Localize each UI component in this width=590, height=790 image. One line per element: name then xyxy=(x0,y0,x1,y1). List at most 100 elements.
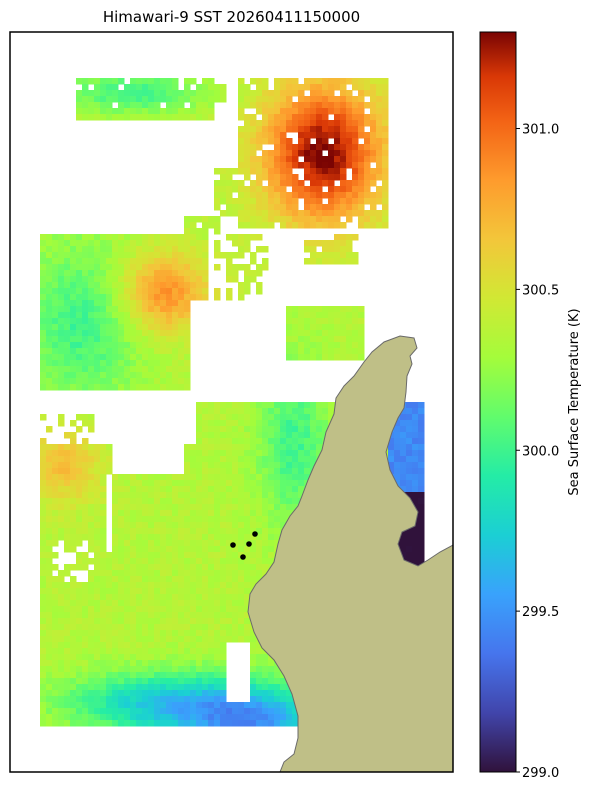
sst-pixel xyxy=(208,408,215,415)
sst-pixel xyxy=(100,366,107,373)
sst-pixel xyxy=(220,714,227,721)
sst-pixel xyxy=(100,540,107,547)
sst-pixel xyxy=(208,630,215,637)
sst-pixel xyxy=(340,354,347,361)
sst-pixel xyxy=(148,252,155,259)
sst-pixel xyxy=(346,318,353,325)
sst-pixel xyxy=(250,444,257,451)
sst-pixel xyxy=(208,546,215,553)
sst-pixel xyxy=(244,570,251,577)
sst-pixel xyxy=(136,114,143,121)
sst-pixel xyxy=(58,708,65,715)
sst-pixel xyxy=(196,570,203,577)
sst-pixel xyxy=(178,324,185,331)
sst-pixel xyxy=(136,78,143,85)
sst-pixel xyxy=(118,612,125,619)
sst-pixel xyxy=(190,264,197,271)
sst-pixel xyxy=(112,708,119,715)
sst-pixel xyxy=(166,546,173,553)
sst-pixel xyxy=(184,600,191,607)
sst-pixel xyxy=(166,108,173,115)
sst-pixel xyxy=(166,246,173,253)
sst-pixel xyxy=(406,540,413,547)
sst-pixel xyxy=(268,498,275,505)
sst-pixel xyxy=(238,456,245,463)
sst-pixel xyxy=(76,618,83,625)
sst-pixel xyxy=(178,264,185,271)
sst-pixel xyxy=(184,348,191,355)
sst-pixel xyxy=(328,144,335,151)
sst-pixel xyxy=(322,126,329,133)
sst-pixel xyxy=(46,516,53,523)
sst-pixel xyxy=(322,90,329,97)
sst-pixel xyxy=(172,606,179,613)
sst-pixel xyxy=(58,480,65,487)
sst-pixel xyxy=(58,258,65,265)
sst-pixel xyxy=(232,534,239,541)
sst-pixel xyxy=(256,708,263,715)
sst-pixel xyxy=(70,330,77,337)
sst-pixel xyxy=(346,132,353,139)
sst-pixel xyxy=(256,138,263,145)
sst-pixel xyxy=(100,708,107,715)
sst-pixel xyxy=(334,198,341,205)
sst-pixel xyxy=(196,612,203,619)
sst-pixel xyxy=(304,318,311,325)
sst-pixel xyxy=(376,210,383,217)
sst-pixel xyxy=(40,264,47,271)
sst-pixel xyxy=(52,240,59,247)
sst-pixel xyxy=(286,450,293,457)
sst-pixel xyxy=(334,168,341,175)
sst-pixel xyxy=(112,300,119,307)
sst-pixel xyxy=(118,480,125,487)
sst-pixel xyxy=(70,348,77,355)
sst-pixel xyxy=(136,312,143,319)
station-marker xyxy=(240,554,246,560)
sst-pixel xyxy=(310,450,317,457)
sst-pixel xyxy=(262,666,269,673)
sst-pixel xyxy=(244,438,251,445)
sst-pixel xyxy=(88,108,95,115)
sst-pixel xyxy=(172,570,179,577)
sst-pixel xyxy=(70,336,77,343)
sst-pixel xyxy=(226,546,233,553)
sst-pixel xyxy=(64,684,71,691)
sst-pixel xyxy=(136,342,143,349)
sst-pixel xyxy=(418,456,425,463)
sst-pixel xyxy=(358,186,365,193)
sst-pixel xyxy=(292,456,299,463)
sst-pixel xyxy=(46,708,53,715)
sst-pixel xyxy=(196,540,203,547)
sst-pixel xyxy=(76,654,83,661)
sst-pixel xyxy=(232,612,239,619)
sst-pixel xyxy=(178,246,185,253)
sst-pixel xyxy=(40,480,47,487)
sst-pixel xyxy=(40,702,47,709)
sst-pixel xyxy=(286,432,293,439)
sst-pixel xyxy=(256,516,263,523)
sst-pixel xyxy=(124,678,131,685)
sst-pixel xyxy=(64,300,71,307)
sst-pixel xyxy=(238,474,245,481)
sst-pixel xyxy=(196,690,203,697)
sst-pixel xyxy=(334,144,341,151)
sst-pixel xyxy=(352,156,359,163)
sst-pixel xyxy=(118,360,125,367)
sst-pixel xyxy=(106,690,113,697)
sst-pixel xyxy=(112,318,119,325)
sst-pixel xyxy=(136,318,143,325)
sst-pixel xyxy=(202,444,209,451)
sst-pixel xyxy=(418,492,425,499)
sst-pixel xyxy=(124,324,131,331)
sst-pixel xyxy=(46,648,53,655)
sst-pixel xyxy=(172,384,179,391)
sst-pixel xyxy=(118,246,125,253)
sst-pixel xyxy=(100,690,107,697)
sst-pixel xyxy=(136,516,143,523)
sst-pixel xyxy=(202,474,209,481)
map-title: Himawari-9 SST 20260411150000 xyxy=(102,8,361,26)
sst-pixel xyxy=(274,702,281,709)
sst-pixel xyxy=(262,690,269,697)
sst-pixel xyxy=(82,666,89,673)
sst-pixel xyxy=(256,564,263,571)
